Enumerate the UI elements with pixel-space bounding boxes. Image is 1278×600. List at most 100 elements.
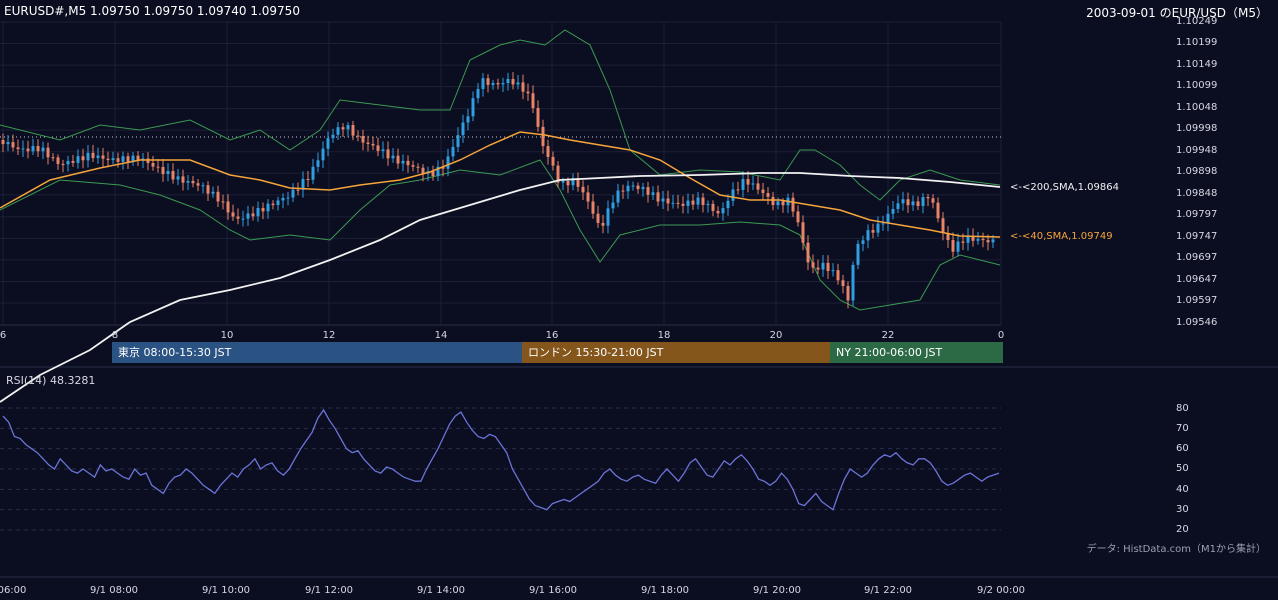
candle-body — [636, 185, 640, 190]
candle-body — [231, 212, 235, 217]
time-tick: 0 — [997, 330, 1005, 341]
candle-body — [491, 82, 495, 85]
price-tick: 1.09546 — [1176, 317, 1218, 328]
candle-body — [571, 178, 575, 186]
candle-body — [41, 147, 45, 152]
candle-body — [921, 197, 925, 206]
candle-body — [351, 125, 355, 136]
candle-body — [956, 241, 960, 252]
candle-body — [31, 146, 35, 152]
candle-body — [136, 155, 140, 161]
candle-body — [601, 222, 605, 226]
candle-body — [461, 122, 465, 136]
candle-body — [76, 156, 80, 163]
candle-body — [216, 191, 220, 202]
candle-body — [796, 211, 800, 223]
candle-body — [101, 155, 105, 159]
candle-body — [406, 160, 410, 166]
rsi-label: RSI(14) 48.3281 — [6, 374, 96, 387]
candle-body — [886, 213, 890, 224]
candle-body — [21, 148, 25, 150]
candle-body — [386, 149, 390, 159]
candle-body — [276, 200, 280, 206]
candle-body — [826, 262, 830, 271]
candle-body — [221, 201, 225, 203]
candle-body — [266, 203, 270, 212]
candle-body — [241, 218, 245, 220]
candle-body — [686, 200, 690, 206]
candle-body — [726, 200, 730, 209]
candle-body — [631, 185, 635, 187]
candle-body — [396, 155, 400, 164]
candle-body — [446, 156, 450, 169]
candle-body — [891, 208, 895, 214]
candle-body — [671, 202, 675, 204]
candle-body — [6, 142, 10, 145]
candle-body — [931, 198, 935, 203]
chart-title: 2003-09-01 のEUR/USD（M5） — [1086, 6, 1268, 20]
candle-body — [191, 180, 195, 184]
candle-body — [466, 116, 470, 123]
sma40-label: <-<40,SMA,1.09749 — [1010, 231, 1113, 242]
candle-body — [616, 190, 620, 203]
price-tick: 1.09948 — [1176, 145, 1218, 156]
candle-body — [316, 160, 320, 167]
candle-body — [856, 243, 860, 265]
candle-body — [186, 180, 190, 183]
bollinger-upper-line — [0, 29, 1001, 201]
candle-body — [331, 134, 335, 139]
ohlc-header: EURUSD#,M5 1.09750 1.09750 1.09740 1.097… — [4, 4, 300, 18]
candle-body — [836, 270, 840, 281]
time-tick: 8 — [111, 330, 119, 341]
candle-body — [451, 146, 455, 157]
candle-body — [311, 166, 315, 180]
candle-body — [746, 179, 750, 185]
time-tick: 14 — [434, 330, 448, 341]
time-tick: 6 — [0, 330, 7, 341]
candle-body — [611, 202, 615, 209]
time-tick: 16 — [545, 330, 559, 341]
candle-body — [951, 240, 955, 252]
candle-body — [706, 203, 710, 205]
bollinger-lower-line — [0, 159, 1001, 311]
price-tick: 1.09898 — [1176, 166, 1218, 177]
candle-body — [811, 262, 815, 268]
sma200-label: <-<200,SMA,1.09864 — [1010, 182, 1119, 193]
candle-body — [501, 83, 505, 85]
candle-body — [321, 148, 325, 161]
price-tick: 1.10249 — [1176, 16, 1218, 27]
candle-body — [421, 167, 425, 174]
rsi-tick: 80 — [1176, 403, 1189, 414]
bottom-time-tick: 9/2 00:00 — [976, 585, 1026, 596]
rsi-tick: 20 — [1176, 524, 1189, 535]
bottom-time-tick: 9/1 22:00 — [863, 585, 913, 596]
time-tick: 10 — [220, 330, 234, 341]
candle-body — [716, 210, 720, 214]
candle-body — [546, 146, 550, 157]
candle-body — [336, 127, 340, 135]
price-tick: 1.09797 — [1176, 209, 1218, 220]
candle-body — [976, 238, 980, 241]
candle-body — [581, 186, 585, 193]
session-ny: NY 21:00-06:00 JST — [830, 342, 1003, 363]
time-tick: 22 — [881, 330, 895, 341]
candle-body — [841, 280, 845, 287]
candle-body — [851, 264, 855, 301]
candle-body — [821, 262, 825, 270]
candle-body — [106, 158, 110, 161]
candle-body — [591, 201, 595, 214]
candle-body — [391, 155, 395, 159]
session-london: ロンドン 15:30-21:00 JST — [522, 342, 830, 363]
candle-body — [831, 270, 835, 272]
candle-body — [361, 136, 365, 143]
candle-body — [676, 202, 680, 204]
rsi-tick: 70 — [1176, 423, 1189, 434]
candle-body — [151, 163, 155, 167]
bottom-time-tick: 9/1 16:00 — [528, 585, 578, 596]
candle-body — [116, 158, 120, 162]
candle-body — [256, 208, 260, 217]
candle-body — [991, 239, 995, 243]
candle-body — [441, 166, 445, 169]
candle-body — [366, 142, 370, 144]
